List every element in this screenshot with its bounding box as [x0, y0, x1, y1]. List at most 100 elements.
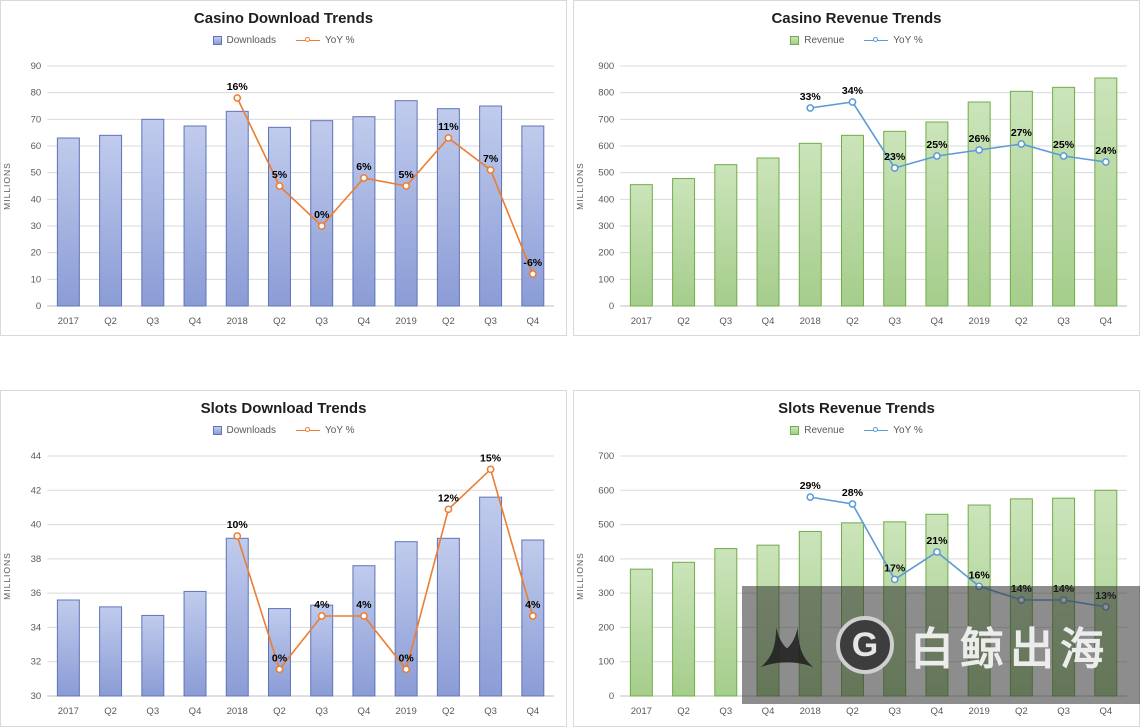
svg-text:600: 600 [598, 141, 614, 152]
svg-text:7%: 7% [483, 153, 499, 165]
svg-text:500: 500 [598, 520, 614, 531]
svg-text:70: 70 [31, 114, 42, 125]
svg-text:90: 90 [31, 61, 42, 72]
svg-text:0: 0 [36, 301, 41, 312]
svg-text:Q4: Q4 [762, 316, 775, 327]
svg-text:2017: 2017 [58, 706, 79, 717]
svg-text:Q4: Q4 [931, 706, 944, 717]
svg-text:33%: 33% [800, 91, 822, 103]
chart-panel-casino-revenue: Casino Revenue Trends Revenue YoY % 0 100… [573, 0, 1140, 336]
svg-text:Q4: Q4 [189, 706, 202, 717]
legend-label: YoY % [325, 425, 355, 436]
svg-text:Q3: Q3 [315, 316, 328, 327]
chart-title: Slots Revenue Trends [778, 400, 935, 417]
chart-legend: Downloads YoY % [1, 33, 566, 48]
svg-text:24%: 24% [1095, 145, 1117, 157]
chart-canvas-slots-downloads: 30 32 34 36 38 40 42 44 MILLIONS 2017 Q2 Q3 Q4 2018 Q2… [2, 451, 554, 717]
svg-text:36: 36 [31, 588, 42, 599]
svg-text:80: 80 [31, 88, 42, 99]
svg-text:40: 40 [31, 194, 42, 205]
svg-text:60: 60 [31, 141, 42, 152]
svg-text:27%: 27% [1011, 127, 1033, 139]
svg-text:2019: 2019 [396, 706, 417, 717]
svg-text:2017: 2017 [58, 316, 79, 327]
watermark-logo-letter: G [851, 625, 879, 664]
svg-text:100: 100 [598, 274, 614, 285]
legend-item-revenue[interactable]: Revenue [790, 35, 844, 46]
svg-text:MILLIONS: MILLIONS [575, 162, 585, 210]
legend-item-yoy[interactable]: YoY % [864, 425, 923, 436]
line-swatch-icon [864, 426, 889, 436]
svg-text:Q2: Q2 [677, 316, 690, 327]
svg-text:16%: 16% [227, 81, 249, 93]
chart-panel-casino-downloads: Casino Download Trends Downloads YoY % 0… [0, 0, 567, 336]
svg-text:38: 38 [31, 554, 42, 565]
svg-text:25%: 25% [1053, 139, 1075, 151]
legend-label: Revenue [804, 425, 845, 436]
svg-text:40: 40 [31, 520, 42, 531]
chart-legend: Revenue YoY % [574, 33, 1139, 48]
line-swatch-icon [296, 426, 320, 436]
svg-text:34%: 34% [842, 85, 864, 97]
svg-text:28%: 28% [842, 487, 864, 499]
svg-text:Q3: Q3 [888, 706, 901, 717]
svg-text:Q3: Q3 [484, 706, 497, 717]
chart-panel-slots-downloads: Slots Download Trends Downloads YoY % 30… [0, 390, 567, 727]
svg-text:Q2: Q2 [104, 316, 117, 327]
legend-label: Downloads [226, 35, 276, 46]
svg-text:17%: 17% [884, 562, 906, 574]
svg-text:10: 10 [31, 274, 42, 285]
svg-text:6%: 6% [356, 161, 372, 173]
svg-text:25%: 25% [926, 139, 948, 151]
legend-item-downloads[interactable]: Downloads [212, 425, 276, 436]
legend-label: Downloads [226, 425, 276, 436]
watermark-logo-icon: G [836, 616, 894, 674]
chart-panel-slots-revenue: Slots Revenue Trends Revenue YoY % 0 100 2… [573, 390, 1140, 727]
svg-text:4%: 4% [356, 599, 372, 611]
bar-swatch-icon [212, 426, 222, 435]
svg-text:500: 500 [598, 168, 614, 179]
chart-legend: Revenue YoY % [574, 423, 1139, 438]
svg-text:Q3: Q3 [484, 316, 497, 327]
chart-title: Casino Download Trends [193, 10, 374, 27]
legend-label: YoY % [893, 35, 923, 46]
svg-text:Q4: Q4 [189, 316, 202, 327]
svg-text:300: 300 [598, 221, 614, 232]
svg-text:700: 700 [598, 451, 614, 462]
legend-item-revenue[interactable]: Revenue [790, 425, 844, 436]
chart-legend: Downloads YoY % [1, 423, 566, 438]
bar-swatch-icon [790, 36, 800, 45]
whale-tail-icon [760, 627, 814, 668]
svg-text:Q3: Q3 [719, 316, 732, 327]
legend-item-yoy[interactable]: YoY % [864, 35, 923, 46]
svg-text:Q2: Q2 [273, 706, 286, 717]
svg-text:800: 800 [598, 88, 614, 99]
svg-text:Q2: Q2 [442, 706, 455, 717]
svg-text:0: 0 [609, 691, 614, 702]
svg-text:20: 20 [31, 248, 42, 259]
chart-title: Slots Download Trends [200, 400, 367, 417]
svg-text:21%: 21% [926, 535, 948, 547]
svg-text:Q2: Q2 [846, 316, 859, 327]
svg-text:0: 0 [609, 301, 614, 312]
bar-swatch-icon [790, 426, 800, 435]
svg-text:32: 32 [31, 657, 42, 668]
svg-text:100: 100 [598, 657, 614, 668]
svg-text:Q3: Q3 [1057, 706, 1070, 717]
svg-text:0%: 0% [399, 652, 415, 664]
svg-text:2019: 2019 [969, 316, 990, 327]
legend-label: YoY % [325, 35, 355, 46]
svg-text:2018: 2018 [227, 706, 248, 717]
svg-text:900: 900 [598, 61, 614, 72]
svg-text:34: 34 [31, 622, 42, 633]
svg-text:300: 300 [598, 588, 614, 599]
legend-item-yoy[interactable]: YoY % [296, 35, 354, 46]
legend-item-downloads[interactable]: Downloads [212, 35, 276, 46]
svg-text:4%: 4% [314, 599, 330, 611]
svg-text:15%: 15% [480, 452, 502, 464]
svg-text:MILLIONS: MILLIONS [2, 552, 12, 600]
svg-text:MILLIONS: MILLIONS [575, 552, 585, 600]
legend-item-yoy[interactable]: YoY % [296, 425, 354, 436]
svg-text:Q3: Q3 [888, 316, 901, 327]
